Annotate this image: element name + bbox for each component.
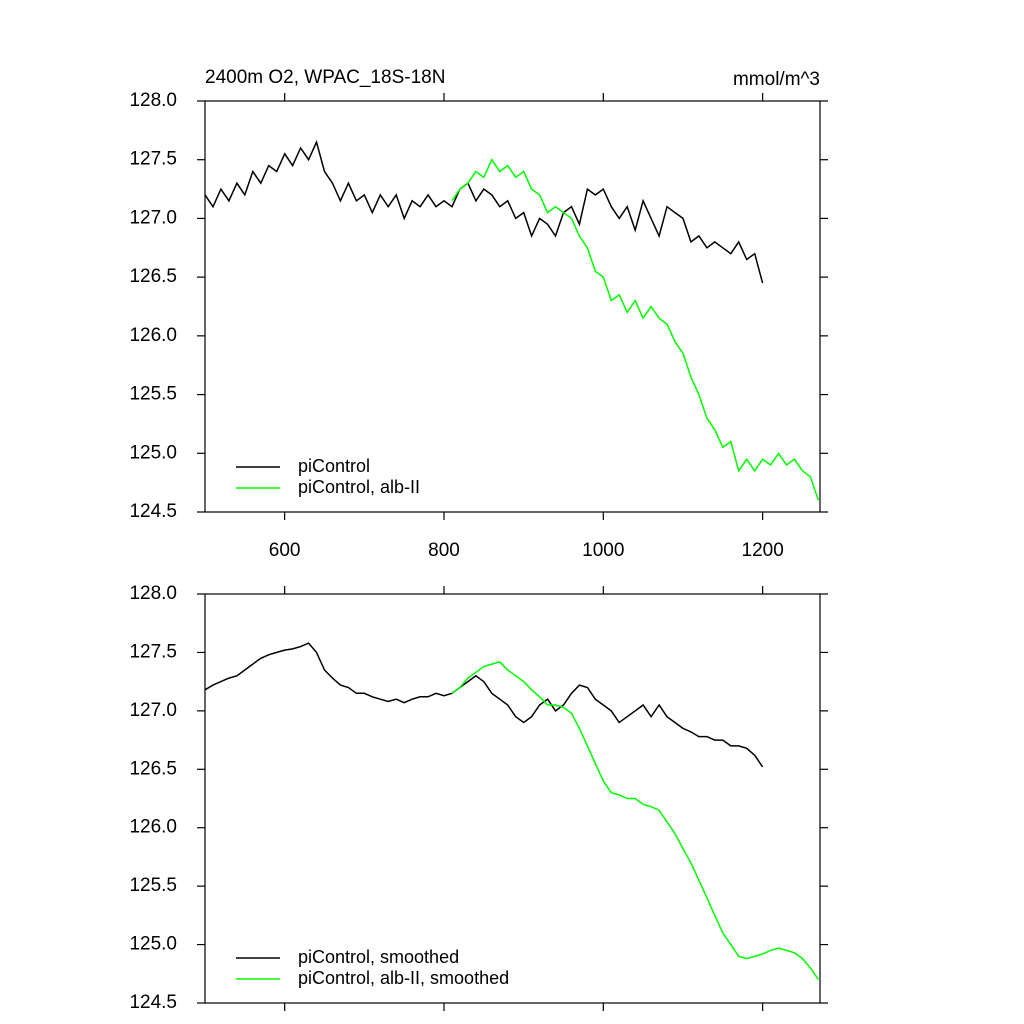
x-tick-label: 1000 [582, 540, 624, 561]
plot-frame [204, 100, 821, 513]
y-tick-label: 127.5 [129, 641, 177, 662]
chart-title: 2400m O2, WPAC_18S-18N [205, 67, 445, 88]
x-tick-label: 800 [428, 540, 460, 561]
x-tick-label: 1200 [742, 540, 784, 561]
legend-label: piControl, smoothed [298, 947, 459, 967]
y-tick-label: 126.5 [129, 758, 177, 779]
legend-label: piControl, alb-II [298, 477, 420, 497]
series-line [204, 642, 764, 768]
y-tick-label: 126.0 [129, 817, 177, 838]
y-tick-label: 127.5 [129, 149, 177, 170]
series-line [451, 158, 820, 501]
y-tick-label: 127.0 [129, 207, 177, 228]
y-tick-label: 126.5 [129, 266, 177, 287]
y-tick-label: 124.5 [129, 992, 177, 1013]
series-line [451, 660, 820, 981]
legend-label: piControl, alb-II, smoothed [298, 968, 509, 988]
units-label: mmol/m^3 [733, 69, 820, 90]
plot-frame [204, 593, 821, 1004]
y-tick-label: 125.5 [129, 384, 177, 405]
y-tick-label: 126.0 [129, 325, 177, 346]
y-tick-label: 125.5 [129, 875, 177, 896]
y-tick-label: 127.0 [129, 700, 177, 721]
y-tick-label: 125.0 [129, 442, 177, 463]
x-tick-label: 600 [269, 540, 301, 561]
y-tick-label: 124.5 [129, 501, 177, 522]
y-tick-label: 128.0 [129, 90, 177, 111]
y-tick-label: 125.0 [129, 934, 177, 955]
series-line [204, 139, 764, 284]
y-tick-label: 128.0 [129, 583, 177, 604]
legend-label: piControl [298, 456, 370, 476]
